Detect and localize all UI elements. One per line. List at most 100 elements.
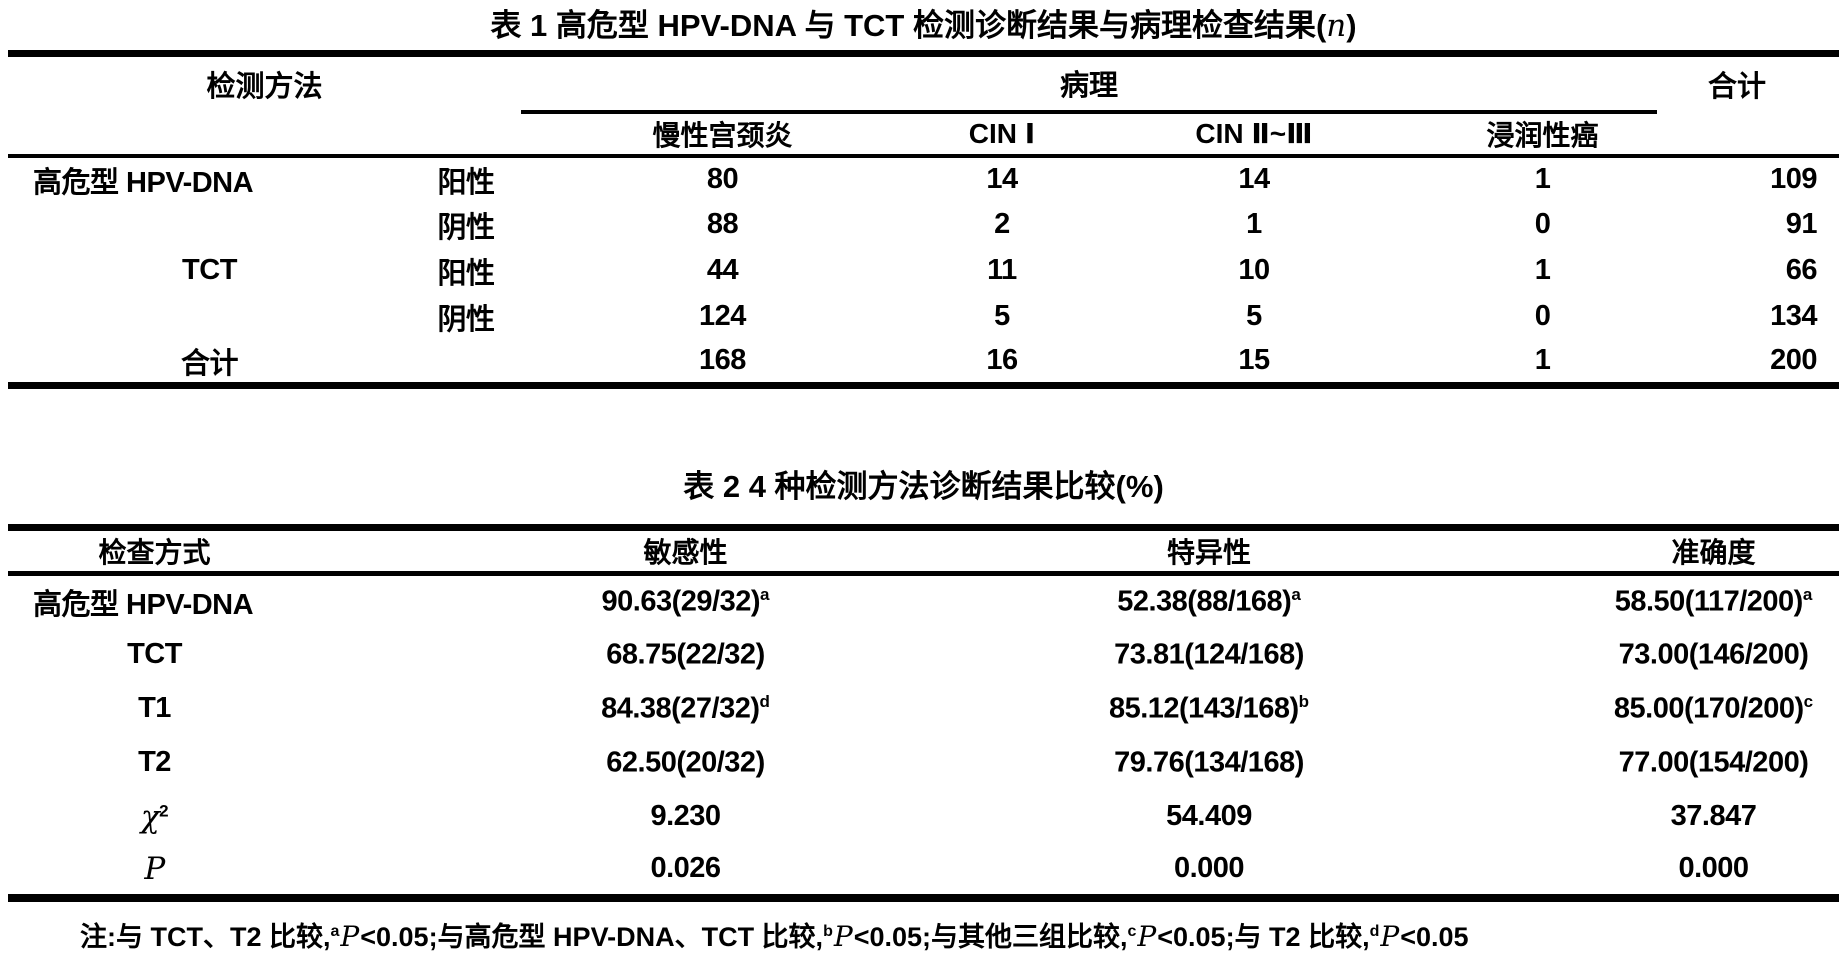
cell-specificity: 73.81(124/168) [960, 628, 1418, 682]
value: 79.76(134/168) [1114, 746, 1304, 779]
cell-invasive-cancer: 1 [1534, 163, 1551, 195]
table1-title-close-paren: ) [1346, 8, 1357, 43]
value: 73.81(124/168) [1114, 638, 1304, 671]
table-row: T2 62.50(20/32) 79.76(134/168) 77.00(154… [8, 736, 1839, 790]
table2-header-specificity: 特异性 [960, 527, 1418, 576]
table-row: 高危型 HPV-DNA 阳性 80 14 14 1 109 [8, 156, 1839, 202]
cell-sensitivity: 84.38(27/32)d [301, 682, 960, 736]
cell-cin1: 11 [987, 254, 1017, 286]
value: 77.00(154/200) [1618, 746, 1809, 779]
value: 52.38(88/168) [1117, 585, 1292, 618]
cell-method: TCT [8, 628, 301, 682]
significance-marker: c [1803, 691, 1814, 711]
cell-chronic-cervicitis: 124 [699, 300, 746, 332]
table1-subheader-invasive-cancer: 浸润性癌 [1428, 111, 1658, 158]
cell-accuracy: 58.50(117/200)a [1418, 574, 1839, 628]
cell-specificity: 54.409 [960, 790, 1418, 844]
header-spacer [7, 111, 521, 158]
table1-header-row-1: 检测方法 病理 合计 [8, 53, 1839, 114]
footnote-marker-a: a [330, 922, 340, 940]
value: 0.026 [650, 852, 721, 884]
header-spacer [1657, 111, 1840, 158]
value: 62.50(20/32) [606, 746, 765, 779]
value: 85.00(170/200) [1613, 692, 1804, 725]
cell-accuracy: 37.847 [1418, 790, 1839, 844]
cell-cin1: 2 [994, 208, 1010, 240]
value: 58.50(117/200) [1614, 585, 1804, 618]
p-value-symbol: P [144, 850, 165, 887]
table1-header-row-2: 慢性宫颈炎 CIN Ⅰ CIN Ⅱ~Ⅲ 浸润性癌 [7, 111, 1840, 158]
cell-method: 合计 [180, 347, 239, 380]
cell-total: 91 [1785, 208, 1818, 240]
cell-invasive-cancer: 0 [1534, 300, 1551, 332]
cell-total: 200 [1770, 344, 1818, 377]
cell-cin2-3: 5 [1246, 300, 1262, 332]
table2-title: 表 2 4 种检测方法诊断结果比较(%) [683, 469, 1164, 504]
value: 73.00(146/200) [1618, 638, 1809, 671]
cell-accuracy: 77.00(154/200) [1418, 736, 1839, 790]
table2-header-method: 检查方式 [8, 527, 301, 576]
table-row: TCT 阳性 44 11 10 1 66 [8, 248, 1839, 294]
cell-sensitivity: 68.75(22/32) [301, 628, 960, 682]
cell-chronic-cervicitis: 44 [706, 254, 739, 286]
table1-subheader-cin1: CIN Ⅰ [924, 111, 1080, 158]
footnote-text: 注:与 TCT、T2 比较, [80, 921, 331, 952]
table-row: χ2 9.230 54.409 37.847 [8, 790, 1839, 844]
cell-result: 阳性 [437, 257, 495, 290]
p-value-symbol: P [1137, 919, 1157, 953]
method-label: TCT [127, 638, 182, 670]
footnote-text: <0.05;与其他三组比较, [853, 921, 1128, 952]
value: 68.75(22/32) [606, 638, 765, 671]
cell-sensitivity: 0.026 [301, 844, 960, 898]
cell-result: 阳性 [437, 166, 495, 199]
value: 0.000 [1678, 852, 1749, 884]
table1-title: 表 1 高危型 HPV-DNA 与 TCT 检测诊断结果与病理检查结果(n) [0, 0, 1847, 44]
table1-header-total: 合计 [1708, 71, 1767, 104]
cell-invasive-cancer: 0 [1534, 208, 1551, 240]
cell-invasive-cancer: 1 [1534, 344, 1551, 377]
value: 54.409 [1166, 800, 1252, 832]
table1-title-n-variable: n [1326, 8, 1347, 44]
cell-accuracy: 85.00(170/200)c [1418, 682, 1839, 736]
value: 37.847 [1670, 800, 1757, 832]
cell-result [411, 340, 521, 386]
table-row: 阴性 124 5 5 0 134 [8, 294, 1839, 340]
cell-method: 高危型 HPV-DNA [32, 166, 254, 199]
table1: 检测方法 病理 合计 慢性宫颈炎 CIN Ⅰ CIN Ⅱ~Ⅲ 浸润性癌 高危型 … [7, 50, 1840, 389]
method-label: 高危型 HPV-DNA [33, 588, 254, 621]
cell-method: χ2 [8, 790, 301, 844]
cell-result: 阴性 [437, 211, 495, 244]
cell-specificity: 0.000 [960, 844, 1418, 898]
table-row: 合计 168 16 15 1 200 [8, 340, 1839, 386]
cell-cin2-3: 1 [1246, 208, 1262, 240]
significance-marker: a [1802, 584, 1813, 604]
cell-cin2-3: 10 [1238, 254, 1270, 286]
cell-total: 66 [1785, 254, 1818, 286]
cell-cin1: 16 [986, 344, 1018, 377]
chi-square-exponent: 2 [159, 800, 169, 820]
p-value-symbol: P [1380, 919, 1400, 953]
cell-cin2-3: 14 [1238, 163, 1270, 195]
cell-method: T2 [8, 736, 301, 790]
table2-header-accuracy: 准确度 [1418, 527, 1839, 576]
cell-result: 阴性 [437, 303, 495, 336]
table-row: 阴性 88 2 1 0 91 [8, 202, 1839, 248]
footnote-marker-b: b [823, 922, 833, 940]
cell-specificity: 85.12(143/168)b [960, 682, 1418, 736]
table1-title-text: 表 1 高危型 HPV-DNA 与 TCT 检测诊断结果与病理检查结果( [490, 8, 1327, 43]
cell-method: P [8, 844, 301, 898]
cell-accuracy: 0.000 [1418, 844, 1839, 898]
cell-chronic-cervicitis: 88 [706, 208, 739, 240]
table-row: 高危型 HPV-DNA 90.63(29/32)a 52.38(88/168)a… [8, 574, 1839, 628]
value: 85.12(143/168) [1108, 692, 1299, 725]
table-row: P 0.026 0.000 0.000 [8, 844, 1839, 898]
cell-sensitivity: 90.63(29/32)a [301, 574, 960, 628]
table1-subheader-cin2-3: CIN Ⅱ~Ⅲ [1080, 111, 1428, 158]
footnote-marker-d: d [1369, 922, 1380, 940]
cell-method: 高危型 HPV-DNA [8, 574, 301, 628]
significance-marker: a [1291, 584, 1301, 604]
method-label: T1 [138, 692, 171, 724]
table1-header-pathology: 病理 [521, 53, 1658, 114]
significance-marker: d [759, 691, 770, 711]
